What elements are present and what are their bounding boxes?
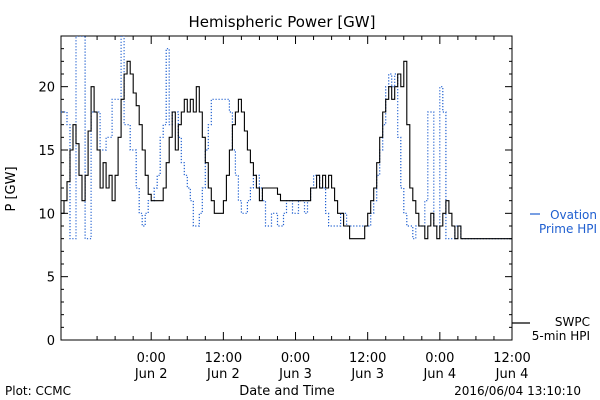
legend-swpc-label-2: 5-min HPI	[532, 329, 590, 343]
x-tick-time-label: 0:00	[281, 351, 310, 366]
x-tick-time-label: 12:00	[205, 351, 242, 366]
legend-swpc-label-1: SWPC	[555, 315, 590, 329]
x-tick-time-label: 12:00	[349, 351, 386, 366]
x-tick-time-label: 0:00	[425, 351, 454, 366]
x-tick-date-label: Jun 2	[206, 367, 240, 382]
x-tick-date-label: Jun 3	[350, 367, 384, 382]
x-tick-time-label: 0:00	[137, 351, 166, 366]
plot-credit: Plot: CCMC	[5, 384, 71, 398]
x-axis-label: Date and Time	[239, 384, 335, 399]
plot-frame	[60, 35, 513, 341]
x-tick-time-label: 12:00	[493, 351, 530, 366]
y-tick-label: 15	[38, 144, 55, 159]
y-tick-label: 0	[47, 334, 55, 349]
y-tick-label: 20	[38, 81, 55, 96]
x-tick-date-label: Jun 2	[134, 367, 168, 382]
legend-ovation-label-2: Prime HPI	[539, 222, 597, 236]
series-layer	[61, 36, 512, 240]
legend-ovation-label-1: Ovation	[550, 208, 597, 222]
x-tick-date-label: Jun 3	[278, 367, 312, 382]
y-tick-label: 10	[38, 207, 55, 222]
swpc-series-line	[61, 60, 512, 240]
ovation-prime-series-line	[61, 36, 512, 240]
plot-timestamp: 2016/06/04 13:10:10	[454, 384, 581, 398]
y-axis-label: P [GW]	[4, 166, 19, 211]
x-tick-date-label: Jun 4	[495, 367, 529, 382]
y-axis: 0 5 10 15 20	[38, 35, 512, 349]
chart-title: Hemispheric Power [GW]	[189, 13, 376, 31]
x-tick-date-label: Jun 4	[422, 367, 456, 382]
y-tick-label: 5	[47, 271, 55, 286]
